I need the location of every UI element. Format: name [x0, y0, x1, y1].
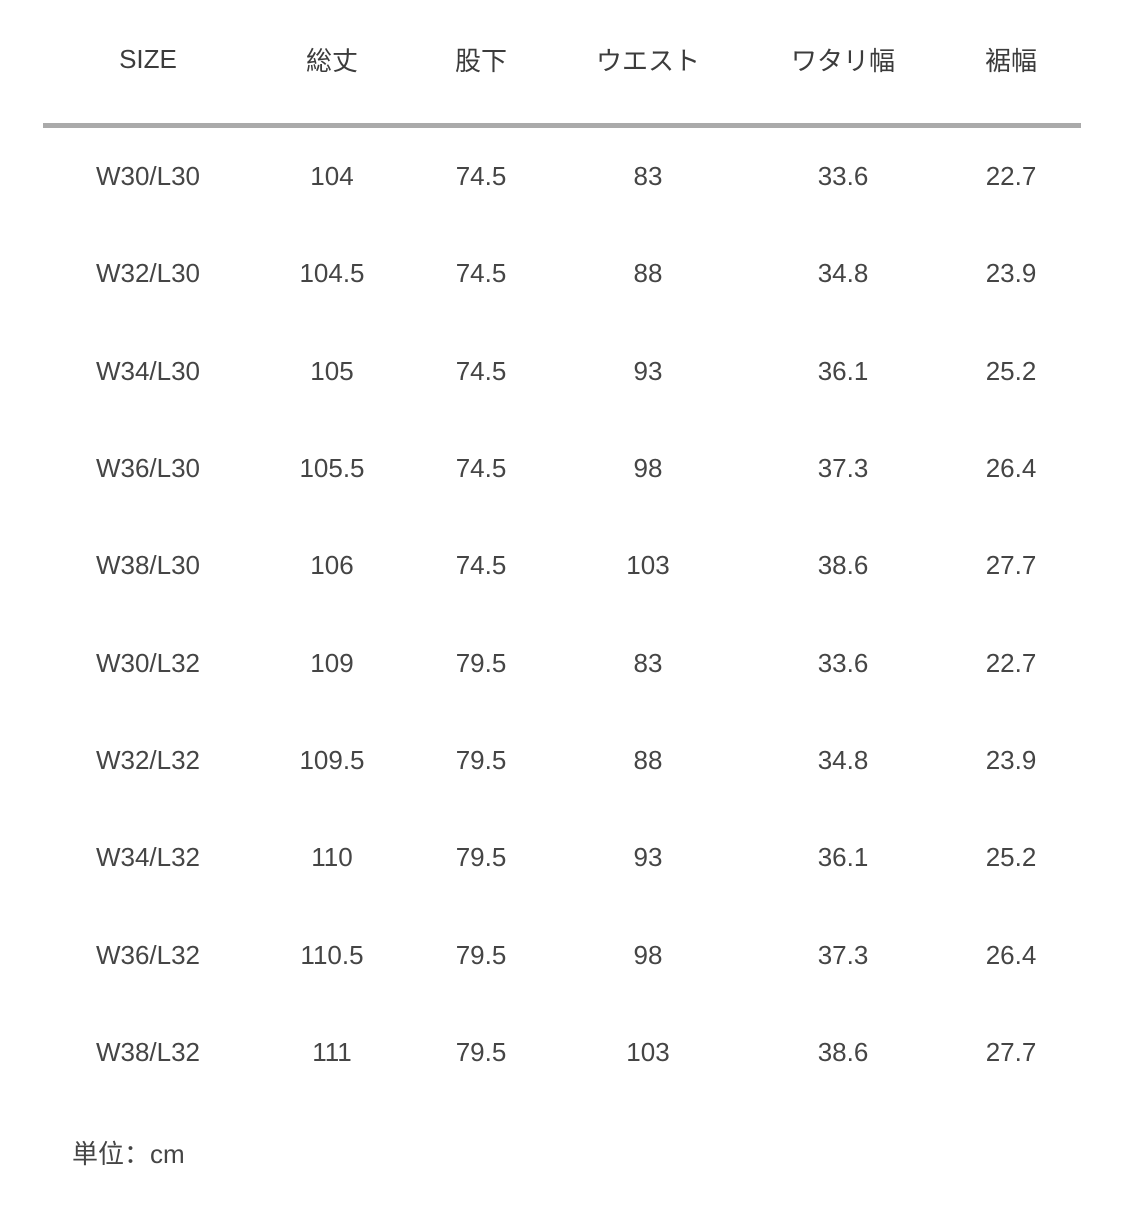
table-cell: 104 — [310, 161, 354, 192]
table-row: W34/L30 105 74.5 93 36.1 25.2 — [43, 323, 1081, 420]
table-cell: 105 — [310, 355, 354, 386]
table-cell: 93 — [633, 842, 663, 873]
table-cell: 98 — [633, 453, 663, 484]
table-cell: 27.7 — [985, 1036, 1037, 1067]
table-cell: 83 — [633, 647, 663, 678]
column-header: SIZE — [119, 44, 177, 74]
table-cell: 26.4 — [985, 939, 1037, 970]
table-cell: 33.6 — [817, 647, 869, 678]
table-cell: 25.2 — [985, 842, 1037, 873]
table-cell: 38.6 — [817, 1036, 869, 1067]
size-table: SIZE 総丈 股下 ウエスト ワタリ幅 裾幅 W30/L30 104 74.5 83 33.6 2… — [43, 0, 1081, 1101]
table-row: W32/L32 109.5 79.5 88 34.8 23.9 — [43, 712, 1081, 809]
table-cell: 37.3 — [817, 939, 869, 970]
table-row: W30/L30 104 74.5 83 33.6 22.7 — [43, 128, 1081, 225]
table-cell: 98 — [633, 939, 663, 970]
header-divider — [43, 123, 1081, 128]
table-cell: 104.5 — [299, 258, 365, 289]
table-cell: 88 — [633, 258, 663, 289]
table-row: W30/L32 109 79.5 83 33.6 22.7 — [43, 614, 1081, 711]
table-cell: 25.2 — [985, 355, 1037, 386]
table-cell: 33.6 — [817, 161, 869, 192]
column-header: 総丈 — [305, 46, 358, 76]
table-cell: W38/L30 — [95, 550, 201, 581]
column-header: ワタリ幅 — [790, 46, 895, 76]
table-cell: W32/L32 — [95, 744, 201, 775]
table-cell: 83 — [633, 161, 663, 192]
table-cell: W34/L32 — [95, 842, 201, 873]
table-cell: W36/L32 — [95, 939, 201, 970]
column-header: 裾幅 — [984, 46, 1037, 76]
table-row: W38/L32 111 79.5 103 38.6 27.7 — [43, 1004, 1081, 1101]
column-header: ウエスト — [595, 46, 700, 76]
table-cell: 34.8 — [817, 258, 869, 289]
table-cell: 74.5 — [455, 258, 507, 289]
table-cell: 74.5 — [455, 453, 507, 484]
table-row: W38/L30 106 74.5 103 38.6 27.7 — [43, 517, 1081, 614]
table-row: W32/L30 104.5 74.5 88 34.8 23.9 — [43, 225, 1081, 322]
table-body: W30/L30 104 74.5 83 33.6 22.7 W32/L30 104.5 74.5… — [43, 128, 1081, 1101]
table-row: W36/L32 110.5 79.5 98 37.3 26.4 — [43, 906, 1081, 1003]
table-cell: 22.7 — [985, 161, 1037, 192]
table-cell: 38.6 — [817, 550, 869, 581]
table-cell: W38/L32 — [95, 1036, 201, 1067]
unit-note: 単位：cm — [72, 1139, 185, 1169]
table-cell: 22.7 — [985, 647, 1037, 678]
table-cell: 109 — [310, 647, 354, 678]
table-cell: 34.8 — [817, 744, 869, 775]
table-cell: 36.1 — [817, 355, 869, 386]
table-cell: W36/L30 — [95, 453, 201, 484]
table-cell: 23.9 — [985, 744, 1037, 775]
table-cell: 93 — [633, 355, 663, 386]
table-cell: 106 — [310, 550, 354, 581]
table-cell: 79.5 — [455, 744, 507, 775]
table-header-row: SIZE 総丈 股下 ウエスト ワタリ幅 裾幅 — [43, 0, 1081, 123]
table-cell: W30/L30 — [95, 161, 201, 192]
table-cell: 103 — [626, 550, 670, 581]
table-cell: 74.5 — [455, 550, 507, 581]
table-cell: 27.7 — [985, 550, 1037, 581]
table-cell: 79.5 — [455, 842, 507, 873]
column-header: 股下 — [454, 46, 507, 76]
table-cell: 74.5 — [455, 355, 507, 386]
table-cell: 88 — [633, 744, 663, 775]
table-cell: 79.5 — [455, 647, 507, 678]
table-cell: 26.4 — [985, 453, 1037, 484]
table-cell: 105.5 — [299, 453, 365, 484]
table-cell: 23.9 — [985, 258, 1037, 289]
table-cell: 79.5 — [455, 939, 507, 970]
table-row: W36/L30 105.5 74.5 98 37.3 26.4 — [43, 420, 1081, 517]
table-cell: 103 — [626, 1036, 670, 1067]
table-cell: 74.5 — [455, 161, 507, 192]
table-cell: W32/L30 — [95, 258, 201, 289]
table-cell: W34/L30 — [95, 355, 201, 386]
table-cell: 109.5 — [299, 744, 365, 775]
table-cell: 110.5 — [300, 939, 364, 970]
table-cell: 110 — [311, 842, 353, 873]
table-cell: 111 — [312, 1036, 352, 1067]
table-cell: W30/L32 — [95, 647, 201, 678]
table-cell: 36.1 — [817, 842, 869, 873]
table-cell: 37.3 — [817, 453, 869, 484]
table-cell: 79.5 — [455, 1036, 507, 1067]
table-row: W34/L32 110 79.5 93 36.1 25.2 — [43, 809, 1081, 906]
